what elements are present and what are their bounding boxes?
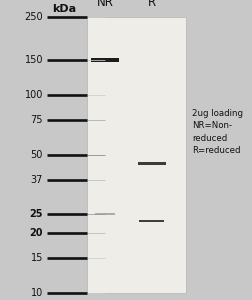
Text: 75: 75 (30, 115, 43, 125)
Text: 50: 50 (30, 149, 43, 160)
FancyBboxPatch shape (87, 16, 185, 292)
FancyBboxPatch shape (91, 58, 118, 62)
Text: 15: 15 (30, 253, 43, 263)
FancyBboxPatch shape (95, 213, 114, 215)
Text: R: R (147, 0, 155, 9)
Text: 100: 100 (24, 90, 43, 100)
Text: 37: 37 (30, 175, 43, 185)
Text: kDa: kDa (52, 4, 76, 14)
Text: 250: 250 (24, 11, 43, 22)
Text: NR: NR (96, 0, 113, 9)
Text: 150: 150 (24, 55, 43, 65)
FancyBboxPatch shape (137, 162, 165, 165)
Text: 2ug loading
NR=Non-
reduced
R=reduced: 2ug loading NR=Non- reduced R=reduced (192, 109, 242, 155)
Text: 25: 25 (29, 209, 43, 219)
Text: 10: 10 (31, 287, 43, 298)
Text: 20: 20 (29, 228, 43, 238)
FancyBboxPatch shape (139, 220, 164, 222)
